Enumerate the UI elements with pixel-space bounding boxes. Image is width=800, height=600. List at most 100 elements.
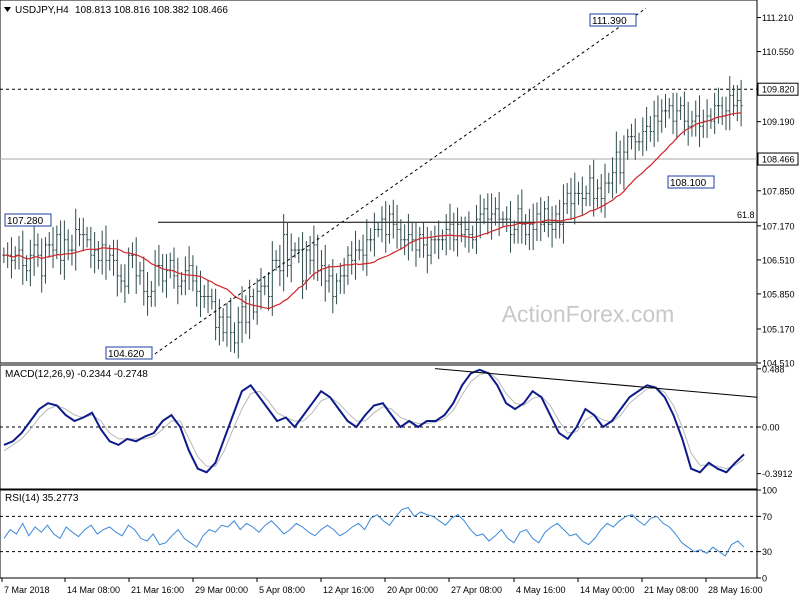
price-bar bbox=[270, 241, 274, 316]
price-bar bbox=[456, 207, 460, 257]
price-bar bbox=[74, 208, 78, 271]
price-bar bbox=[645, 106, 649, 151]
price-bar bbox=[595, 179, 599, 208]
price-bar bbox=[164, 253, 168, 298]
price-bar bbox=[89, 226, 93, 269]
price-bar bbox=[55, 225, 59, 260]
price-bar bbox=[573, 172, 577, 225]
price-bar bbox=[187, 246, 191, 291]
price-bar bbox=[229, 297, 233, 352]
price-bar bbox=[395, 204, 399, 249]
price-bar bbox=[433, 225, 437, 254]
x-axis-label: 21 May 08:00 bbox=[644, 585, 699, 595]
price-bar bbox=[531, 203, 535, 251]
price-bar bbox=[180, 271, 184, 296]
price-bar bbox=[406, 213, 410, 261]
fib-level-label: 61.8 bbox=[737, 210, 755, 220]
price-bar bbox=[614, 131, 618, 194]
price-bar bbox=[43, 237, 47, 284]
price-bar bbox=[482, 198, 486, 225]
price-bar bbox=[195, 265, 199, 307]
price-bar bbox=[198, 270, 202, 318]
price-tick-label: 107.170 bbox=[762, 221, 795, 231]
rsi-tick-label: 0 bbox=[762, 574, 767, 584]
price-bar bbox=[81, 217, 85, 252]
price-tick-label: 110.550 bbox=[762, 47, 794, 57]
macd-tick-label: 0.488 bbox=[762, 364, 785, 374]
x-axis-label: 5 Apr 08:00 bbox=[259, 585, 305, 595]
price-bar bbox=[508, 201, 512, 253]
price-bar bbox=[490, 193, 494, 240]
moving-average-line bbox=[3, 112, 742, 310]
price-bar bbox=[233, 322, 237, 354]
price-bar bbox=[588, 165, 592, 207]
x-axis-label: 14 May 00:00 bbox=[580, 585, 635, 595]
price-bar bbox=[350, 241, 354, 275]
price-bar bbox=[210, 288, 214, 310]
x-axis-label: 28 May 16:00 bbox=[708, 585, 763, 595]
macd-tick-label: -0.3912 bbox=[762, 469, 793, 479]
price-bar bbox=[452, 212, 456, 252]
price-bar bbox=[28, 239, 32, 287]
price-bar bbox=[327, 264, 331, 293]
price-bar bbox=[172, 247, 176, 289]
price-bar bbox=[342, 257, 346, 294]
x-axis-label: 20 Apr 00:00 bbox=[387, 585, 438, 595]
dropdown-triangle-icon[interactable] bbox=[4, 7, 11, 12]
price-bar bbox=[93, 232, 97, 274]
price-bar bbox=[539, 197, 543, 242]
symbol-label: USDJPY,H4 bbox=[15, 5, 69, 16]
price-bar bbox=[278, 244, 282, 287]
price-bar bbox=[282, 213, 286, 292]
price-bar bbox=[520, 189, 524, 244]
price-bar bbox=[100, 230, 104, 275]
price-bar bbox=[682, 91, 686, 136]
price-bar bbox=[580, 176, 584, 216]
price-bar bbox=[142, 256, 146, 306]
price-bar bbox=[679, 96, 683, 120]
price-bar bbox=[78, 217, 82, 247]
price-bar bbox=[338, 262, 342, 294]
price-bar bbox=[527, 208, 531, 251]
price-bar bbox=[735, 85, 739, 122]
watermark: ActionForex.com bbox=[502, 301, 675, 327]
svg-text:107.280: 107.280 bbox=[7, 216, 44, 227]
price-bar bbox=[361, 234, 365, 271]
price-bar bbox=[648, 116, 652, 142]
price-bar bbox=[123, 264, 127, 303]
price-tick-label: 104.510 bbox=[762, 359, 795, 369]
price-bar bbox=[293, 242, 297, 258]
price-bar bbox=[259, 268, 263, 310]
price-bar bbox=[675, 92, 679, 140]
price-bar bbox=[51, 226, 55, 269]
price-bar bbox=[660, 99, 664, 133]
price-bar bbox=[119, 264, 123, 293]
price-bar bbox=[191, 255, 195, 292]
price-bar bbox=[248, 279, 252, 340]
price-bar bbox=[47, 232, 51, 258]
price-bar bbox=[40, 238, 44, 293]
price-bar bbox=[418, 226, 422, 258]
price-bar bbox=[157, 244, 161, 287]
x-axis: 7 Mar 2018 14 Mar 08:00 21 Mar 16:00 29 Mar… bbox=[1, 578, 763, 595]
price-bar bbox=[437, 220, 441, 260]
price-bar bbox=[561, 184, 565, 244]
price-panel bbox=[0, 0, 758, 364]
price-bar bbox=[289, 233, 293, 283]
price-bar bbox=[285, 223, 289, 278]
price-bar bbox=[308, 235, 312, 275]
price-bar bbox=[346, 246, 350, 285]
price-bar bbox=[380, 206, 384, 243]
price-bar bbox=[138, 261, 142, 285]
price-bar bbox=[335, 273, 339, 305]
price-bar bbox=[146, 271, 150, 316]
ohlc-label: 108.813 108.816 108.382 108.466 bbox=[75, 5, 228, 16]
macd-trend-line bbox=[434, 368, 758, 398]
price-bar bbox=[331, 259, 335, 314]
price-bar bbox=[516, 194, 520, 244]
price-bar bbox=[607, 172, 611, 194]
price-annotation: 108.100 bbox=[667, 175, 715, 189]
price-bar bbox=[716, 87, 720, 124]
x-axis-label: 4 May 16:00 bbox=[516, 585, 566, 595]
price-bar bbox=[388, 204, 392, 244]
